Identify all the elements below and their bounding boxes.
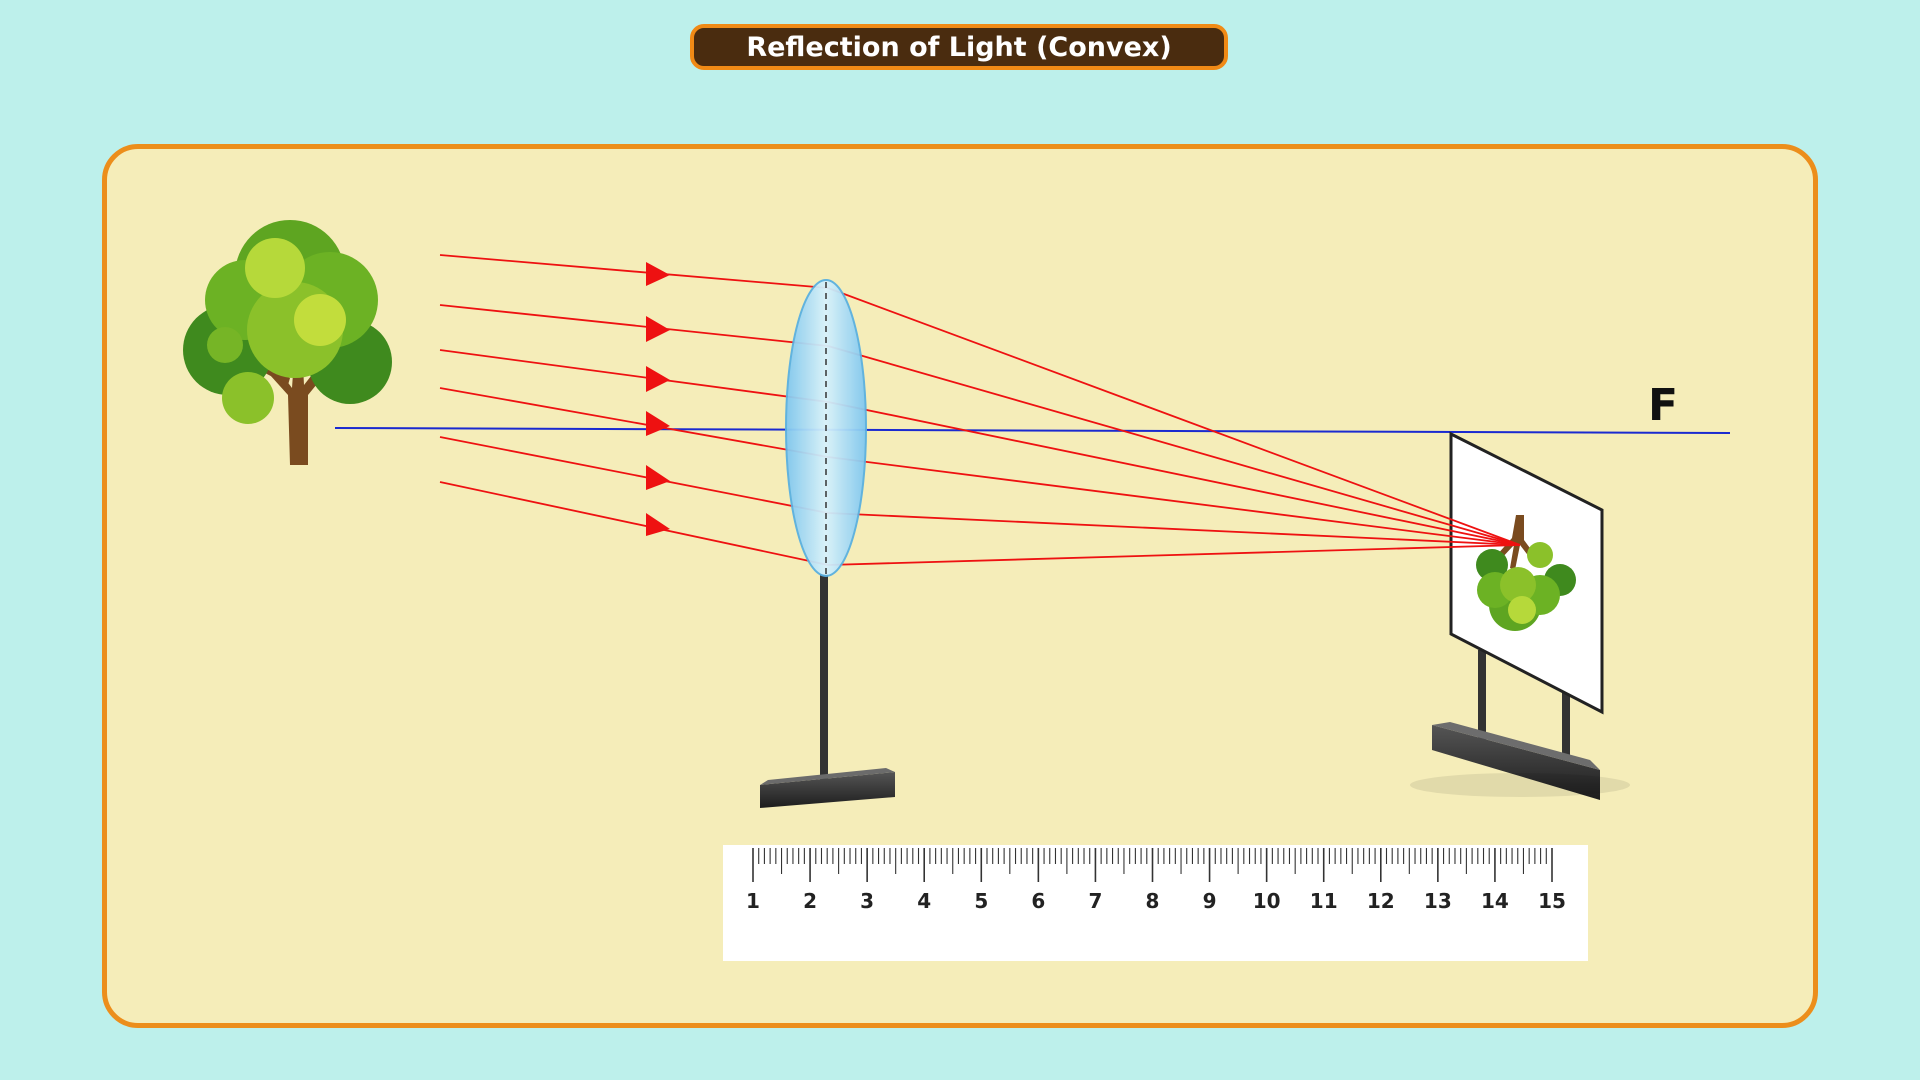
refracted-ray [827, 456, 1521, 546]
ruler-label: 14 [1481, 889, 1509, 913]
refracted-rays [827, 287, 1521, 566]
screen-stand [1410, 650, 1630, 800]
incident-ray [439, 349, 829, 403]
arrowhead-icon [646, 262, 670, 286]
arrowhead-icon [646, 465, 670, 490]
ruler-label: 4 [917, 889, 931, 913]
refracted-ray [827, 345, 1521, 546]
ruler-label: 8 [1146, 889, 1160, 913]
ruler-label: 12 [1367, 889, 1395, 913]
ruler-label: 7 [1088, 889, 1102, 913]
refracted-ray [827, 512, 1521, 546]
arrowhead-icon [646, 411, 670, 436]
ruler-labels: 1 2 3 4 5 6 7 8 9 10 11 12 13 14 15 [746, 889, 1566, 913]
ruler-label: 10 [1253, 889, 1281, 913]
incident-ray [439, 304, 829, 347]
incident-rays [439, 254, 829, 566]
refracted-ray [827, 401, 1521, 546]
refracted-ray [827, 544, 1521, 566]
ray-arrowheads [646, 262, 670, 536]
page-title: Reflection of Light (Convex) [690, 24, 1228, 70]
ruler-label: 15 [1538, 889, 1566, 913]
incident-ray [439, 387, 829, 458]
ruler-ticks [752, 848, 1553, 882]
ruler-label: 3 [860, 889, 874, 913]
incident-ray [439, 254, 829, 289]
refracted-ray [827, 287, 1521, 546]
tree-icon [183, 220, 392, 465]
ruler-label: 5 [974, 889, 988, 913]
ruler-label: 9 [1203, 889, 1217, 913]
arrowhead-icon [646, 316, 670, 342]
ruler-label: 13 [1424, 889, 1452, 913]
inverted-tree-icon [1476, 515, 1576, 631]
incident-ray [439, 436, 829, 514]
convex-lens [785, 279, 867, 577]
ruler-label: 2 [803, 889, 817, 913]
arrowhead-icon [646, 513, 670, 536]
ruler-label: 6 [1031, 889, 1045, 913]
incident-ray [439, 481, 829, 566]
ruler: 1 2 3 4 5 6 7 8 9 10 11 12 13 14 15 [723, 845, 1588, 961]
ruler-label: 1 [746, 889, 760, 913]
ruler-label: 11 [1310, 889, 1338, 913]
principal-axis [334, 427, 1731, 434]
focal-point-label: F [1648, 380, 1678, 431]
lens-stand [760, 574, 895, 808]
arrowhead-icon [646, 366, 670, 392]
